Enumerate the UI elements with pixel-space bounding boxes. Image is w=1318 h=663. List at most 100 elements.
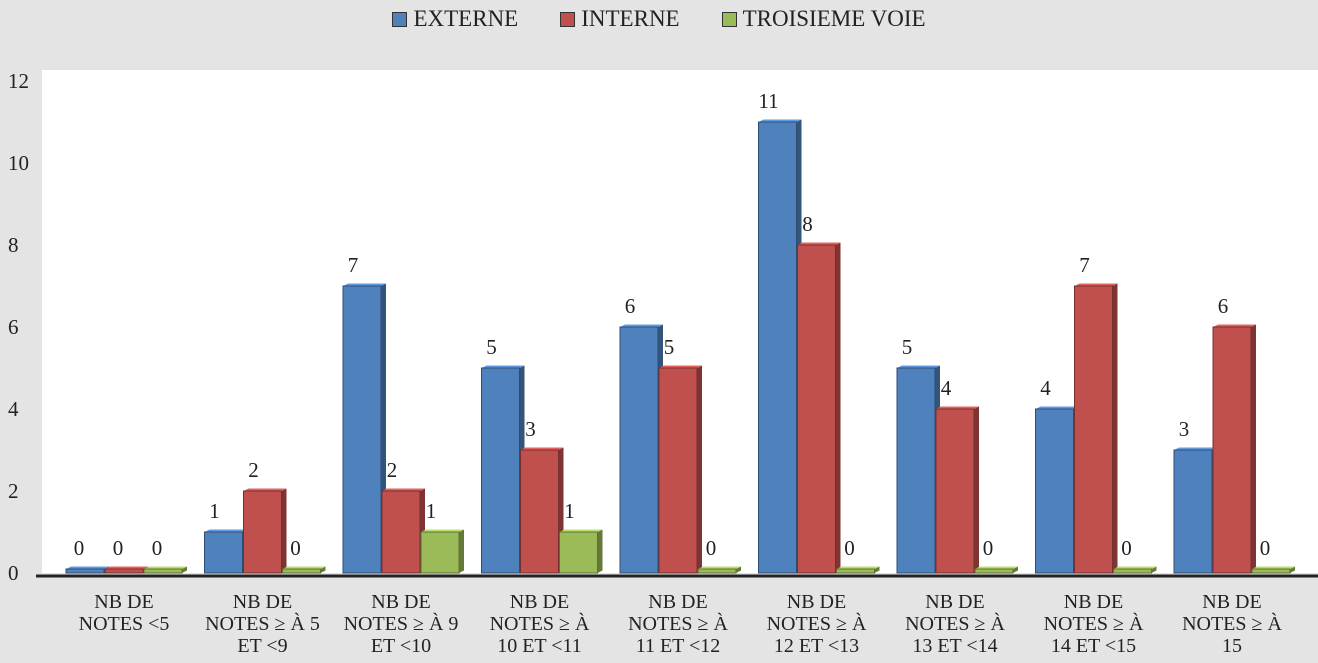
bar-top [698, 566, 741, 569]
data-label: 0 [152, 536, 163, 560]
bar-troisieme-voie [420, 531, 460, 574]
bar-interne [1212, 326, 1252, 574]
data-label: 0 [1260, 536, 1271, 560]
legend-label-troisieme-voie: TROISIEME VOIE [742, 6, 926, 31]
bar-interne [658, 367, 698, 574]
bar-externe [1173, 449, 1213, 574]
bar-side [1112, 283, 1118, 573]
bar-top [66, 566, 109, 569]
bar-top [1213, 324, 1256, 327]
bar-top [797, 242, 841, 245]
bar-side [1013, 566, 1018, 573]
data-label: 11 [758, 89, 778, 113]
bar-externe [204, 531, 243, 574]
x-tick-label: NOTES ≥ À [1044, 612, 1144, 635]
bar-side [1251, 324, 1256, 573]
bar-troisieme-voie [974, 568, 1014, 574]
data-label: 0 [290, 536, 301, 560]
data-label: 0 [706, 536, 717, 560]
x-tick-label: 11 ET <12 [636, 635, 721, 657]
x-tick-label: NB DE [94, 591, 153, 613]
bar-interne [797, 244, 836, 574]
bar-top [1113, 566, 1157, 569]
bar-side [459, 529, 464, 573]
data-label: 0 [113, 536, 124, 560]
bar-interne [243, 490, 282, 574]
x-tick-label: NOTES ≥ À [490, 612, 590, 635]
bar-troisieme-voie [559, 531, 598, 574]
bar-externe [619, 326, 659, 574]
data-label: 1 [564, 499, 575, 523]
bar-externe [896, 367, 936, 574]
bar-top [559, 529, 603, 532]
bar-side [736, 566, 741, 573]
x-tick-label: NB DE [510, 591, 569, 613]
x-tick-label: NB DE [1064, 591, 1123, 613]
bar-side [320, 566, 326, 573]
bar-top [1074, 283, 1118, 286]
data-label: 0 [1121, 536, 1132, 560]
y-tick-label: 8 [8, 233, 19, 257]
legend-swatch-troisieme-voie [721, 11, 737, 27]
bar-top [1252, 566, 1295, 569]
y-tick-label: 0 [8, 561, 19, 585]
x-tick-label: NB DE [648, 591, 707, 613]
bar-troisieme-voie [143, 568, 183, 574]
y-tick-label: 6 [8, 315, 19, 339]
data-label: 0 [844, 536, 855, 560]
x-tick-label: 14 ET <15 [1051, 635, 1136, 657]
x-tick-label: NOTES ≥ À [767, 612, 867, 635]
bar-side [1151, 566, 1157, 573]
bar-side [597, 529, 603, 573]
data-label: 5 [664, 335, 675, 359]
x-tick-label: 10 ET <11 [497, 635, 582, 657]
x-tick-label: ET <10 [371, 635, 431, 657]
bar-top [144, 566, 187, 569]
legend-label-interne: INTERNE [581, 6, 680, 31]
data-label: 7 [1079, 253, 1090, 277]
x-tick-label: NOTES ≥ À 9 [344, 612, 459, 635]
bar-externe [481, 367, 520, 574]
data-label: 4 [941, 376, 952, 400]
bar-top [421, 529, 464, 532]
data-label: 3 [525, 417, 536, 441]
bar-externe [65, 568, 105, 574]
data-label: 2 [248, 458, 259, 482]
bar-top [282, 566, 326, 569]
legend-item-interne: INTERNE [560, 6, 680, 32]
x-tick-label: NOTES ≥ À [1182, 612, 1282, 635]
bar-top [897, 365, 940, 368]
bar-externe [342, 285, 382, 574]
bar-externe [1035, 408, 1074, 574]
data-label: 3 [1179, 417, 1190, 441]
x-tick-label: NOTES ≥ À [628, 612, 728, 635]
bar-top [936, 406, 979, 409]
legend-swatch-interne [560, 11, 576, 27]
x-tick-label: NB DE [925, 591, 984, 613]
y-tick-label: 4 [8, 397, 19, 421]
x-tick-label: NB DE [233, 591, 292, 613]
bar-top [481, 365, 525, 368]
bar-top [105, 566, 148, 569]
x-tick-label: NOTES ≥ À [905, 612, 1005, 635]
bar-top [620, 324, 663, 327]
bar-troisieme-voie [1113, 568, 1152, 574]
bar-interne [935, 408, 975, 574]
x-tick-label: NOTES ≥ À 5 [205, 612, 320, 635]
bar-top [975, 566, 1018, 569]
bar-side [1290, 566, 1295, 573]
data-label: 0 [983, 536, 994, 560]
bar-troisieme-voie [697, 568, 737, 574]
bar-troisieme-voie [1251, 568, 1291, 574]
bar-top [836, 566, 880, 569]
data-label: 5 [902, 335, 913, 359]
